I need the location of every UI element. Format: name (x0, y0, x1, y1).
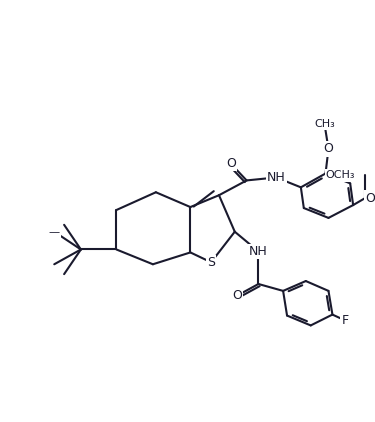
Text: S: S (207, 256, 215, 269)
Text: NH: NH (249, 245, 268, 258)
Text: OCH₃: OCH₃ (326, 170, 355, 181)
Text: F: F (342, 314, 349, 327)
Text: O: O (324, 142, 333, 155)
Text: O: O (365, 192, 375, 205)
Text: —: — (49, 227, 60, 237)
Text: O: O (232, 289, 242, 302)
Text: CH₃: CH₃ (314, 119, 335, 129)
Text: O: O (226, 157, 236, 170)
Text: NH: NH (267, 171, 286, 184)
